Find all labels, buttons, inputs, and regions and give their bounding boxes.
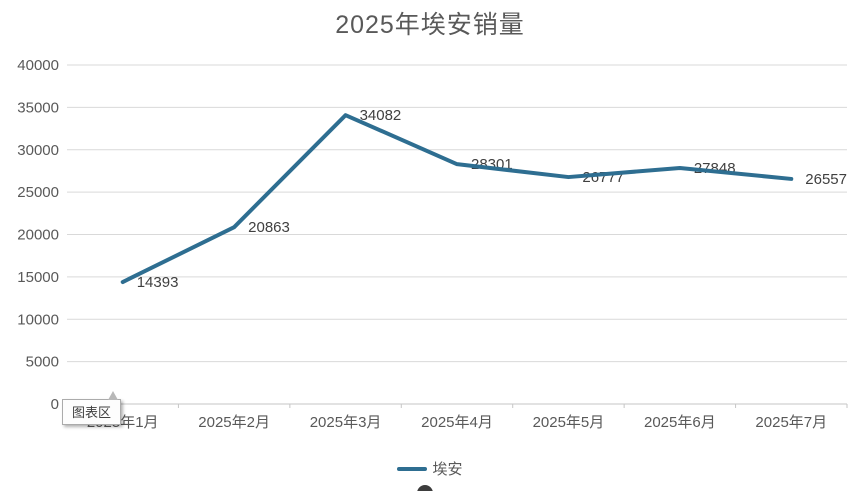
mouse-cursor-icon xyxy=(108,391,118,400)
legend-label: 埃安 xyxy=(432,461,463,478)
x-axis-label: 2025年2月 xyxy=(198,414,270,431)
y-axis-label: 10000 xyxy=(17,311,59,328)
x-axis-label: 2025年6月 xyxy=(644,414,716,431)
data-label: 20863 xyxy=(248,219,290,236)
y-axis-label: 30000 xyxy=(17,142,59,159)
series-line-aion[interactable] xyxy=(120,113,794,285)
x-axis-label: 2025年5月 xyxy=(533,414,605,431)
x-axis-label: 2025年3月 xyxy=(310,414,382,431)
chart-title: 2025年埃安销量 xyxy=(335,11,525,39)
y-axis-label: 25000 xyxy=(17,184,59,201)
data-label: 14393 xyxy=(137,274,179,291)
chart-area-tooltip: 图表区 xyxy=(62,399,122,425)
line-chart: 0 5000 10000 15000 20000 25000 30000 35000 40000… xyxy=(17,57,848,431)
data-label: 26557 xyxy=(805,171,847,188)
y-axis-label: 35000 xyxy=(17,99,59,116)
legend-line-swatch xyxy=(397,466,428,471)
y-axis-label: 15000 xyxy=(17,269,59,286)
bottom-handle[interactable] xyxy=(417,485,433,491)
x-axis-label: 2025年4月 xyxy=(421,414,493,431)
y-axis-label: 20000 xyxy=(17,227,59,244)
data-label: 34082 xyxy=(360,107,402,124)
x-axis-label: 2025年7月 xyxy=(755,414,827,431)
legend[interactable]: 埃安 xyxy=(0,458,860,479)
y-axis-label: 0 xyxy=(51,396,59,413)
y-axis-label: 40000 xyxy=(17,57,59,74)
y-axis-label: 5000 xyxy=(26,354,59,371)
